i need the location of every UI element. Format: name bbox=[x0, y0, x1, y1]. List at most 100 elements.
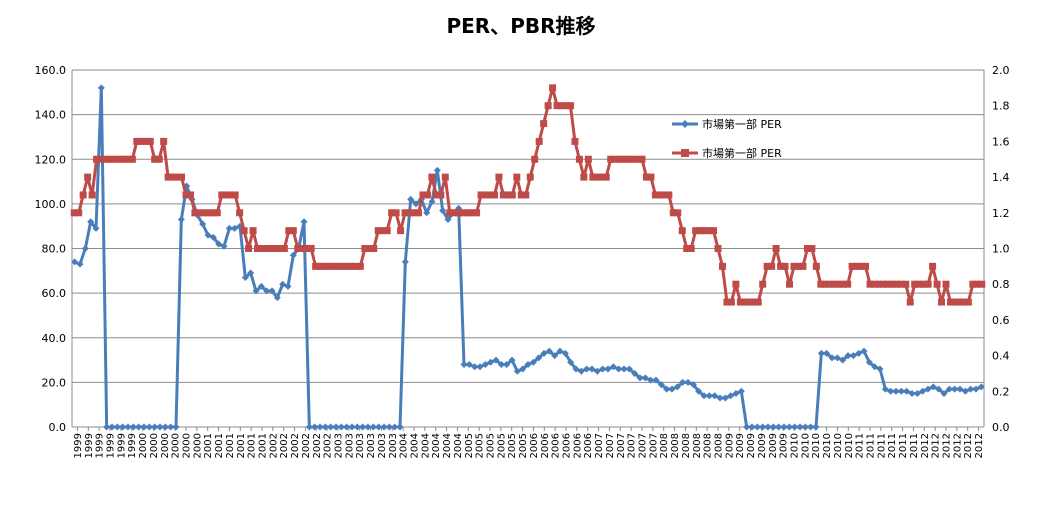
data-point bbox=[967, 385, 975, 393]
data-point bbox=[294, 245, 302, 252]
data-point bbox=[267, 245, 275, 252]
data-point bbox=[279, 280, 287, 288]
data-point bbox=[593, 173, 601, 181]
data-point bbox=[406, 209, 414, 217]
data-point bbox=[258, 245, 266, 252]
data-point bbox=[124, 423, 132, 431]
data-point bbox=[218, 191, 226, 199]
data-point bbox=[423, 209, 431, 217]
data-point bbox=[679, 378, 687, 386]
series-layer bbox=[70, 84, 986, 431]
data-point bbox=[446, 209, 454, 217]
data-point bbox=[759, 280, 767, 288]
x-tick-label: 2000 bbox=[192, 433, 203, 458]
data-point bbox=[669, 209, 677, 217]
x-tick-label: 2010 bbox=[800, 433, 811, 458]
x-tick-label: 2012 bbox=[963, 433, 974, 458]
data-point bbox=[348, 423, 356, 431]
legend-label: 市場第一部 PER bbox=[702, 117, 782, 131]
data-point bbox=[583, 365, 591, 373]
data-point bbox=[768, 262, 776, 270]
data-point bbox=[849, 352, 857, 360]
data-point bbox=[471, 363, 479, 371]
data-point bbox=[79, 191, 87, 199]
data-point bbox=[508, 191, 516, 199]
data-point bbox=[790, 262, 798, 270]
x-tick-label: 2000 bbox=[160, 433, 171, 458]
data-point bbox=[200, 209, 208, 217]
data-point bbox=[383, 227, 391, 235]
data-point bbox=[76, 260, 84, 268]
data-point bbox=[893, 280, 901, 288]
x-tick-label: 2000 bbox=[182, 433, 193, 458]
data-point bbox=[812, 262, 820, 270]
x-tick-label: 2001 bbox=[225, 433, 236, 458]
data-point bbox=[155, 155, 163, 163]
y-left-tick-label: 120.0 bbox=[35, 153, 67, 166]
data-point bbox=[695, 387, 703, 395]
x-tick-label: 2000 bbox=[171, 433, 182, 458]
data-point bbox=[186, 191, 194, 199]
x-tick-label: 2001 bbox=[203, 433, 214, 458]
x-tick-label: 2001 bbox=[258, 433, 269, 458]
x-tick-label: 2003 bbox=[334, 433, 345, 458]
x-tick-label: 2010 bbox=[811, 433, 822, 458]
data-point bbox=[942, 280, 950, 288]
data-point bbox=[93, 155, 101, 163]
y-right-tick-label: 1.2 bbox=[992, 207, 1010, 220]
data-point bbox=[772, 245, 780, 252]
data-point bbox=[464, 209, 472, 217]
data-point bbox=[897, 387, 905, 395]
x-tick-label: 2004 bbox=[420, 433, 431, 458]
data-point bbox=[482, 191, 490, 199]
data-point bbox=[343, 423, 351, 431]
x-tick-label: 2001 bbox=[236, 433, 247, 458]
data-point bbox=[227, 191, 235, 199]
x-tick-label: 2004 bbox=[442, 433, 453, 458]
x-tick-label: 2009 bbox=[746, 433, 757, 458]
data-point bbox=[817, 280, 825, 288]
data-point bbox=[701, 227, 709, 235]
data-point bbox=[531, 155, 539, 163]
x-tick-label: 2006 bbox=[529, 433, 540, 458]
data-point bbox=[263, 287, 271, 295]
data-point bbox=[285, 227, 293, 235]
x-tick-label: 2000 bbox=[138, 433, 149, 458]
data-point bbox=[803, 245, 811, 252]
y-left-tick-label: 60.0 bbox=[42, 287, 67, 300]
data-point bbox=[839, 280, 847, 288]
data-point bbox=[312, 262, 320, 270]
data-point bbox=[71, 258, 79, 266]
data-point bbox=[84, 173, 92, 181]
data-point bbox=[103, 423, 111, 431]
data-point bbox=[906, 298, 914, 306]
data-point bbox=[888, 280, 896, 288]
x-tick-label: 2009 bbox=[724, 433, 735, 458]
data-point bbox=[935, 385, 943, 393]
data-point bbox=[611, 155, 619, 163]
data-point bbox=[437, 191, 445, 199]
chart-title: PER、PBR推移 bbox=[446, 14, 595, 38]
data-point bbox=[544, 102, 552, 110]
data-point bbox=[231, 191, 239, 199]
legend: 市場第一部 PER 市場第一部 PER bbox=[672, 117, 782, 160]
data-point bbox=[540, 349, 548, 357]
data-point bbox=[414, 209, 422, 217]
x-tick-label: 2005 bbox=[464, 433, 475, 458]
data-point bbox=[711, 392, 719, 400]
data-point bbox=[915, 280, 923, 288]
data-point bbox=[254, 245, 262, 252]
data-point bbox=[961, 387, 969, 395]
data-point bbox=[616, 155, 624, 163]
data-point bbox=[892, 387, 900, 395]
data-point bbox=[300, 218, 308, 226]
data-point bbox=[955, 298, 963, 306]
data-point bbox=[441, 173, 449, 181]
y-right-tick-label: 0.2 bbox=[992, 385, 1010, 398]
x-tick-label: 2008 bbox=[692, 433, 703, 458]
data-point bbox=[119, 423, 127, 431]
data-point bbox=[487, 358, 495, 366]
x-tick-label: 2008 bbox=[659, 433, 670, 458]
data-point bbox=[777, 262, 785, 270]
